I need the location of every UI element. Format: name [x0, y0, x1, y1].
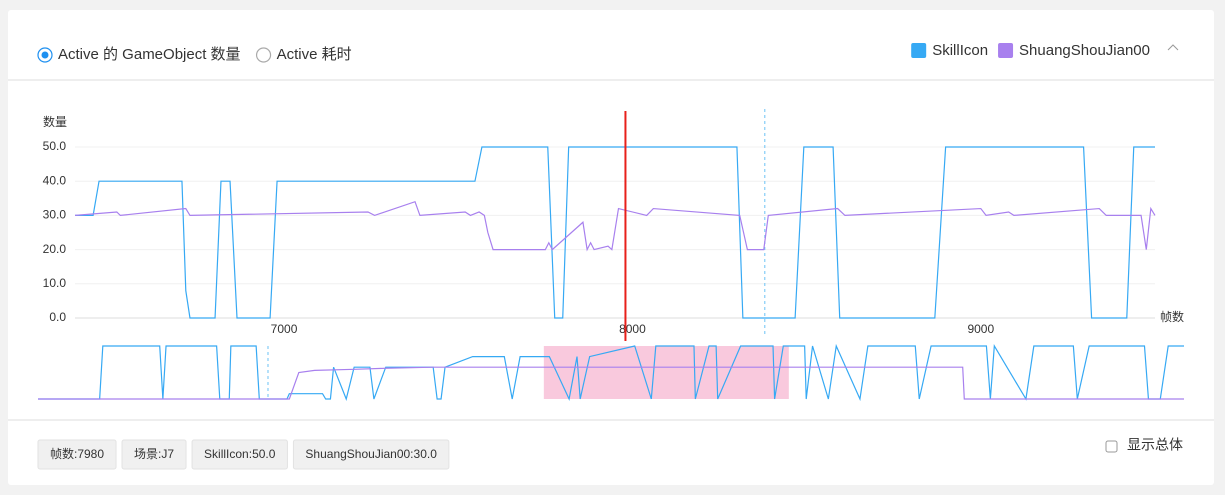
status-chip [37, 439, 117, 470]
legend-swatch [998, 43, 1014, 58]
radio[interactable] [255, 47, 272, 63]
y-tick-label: 10.0 [43, 276, 67, 290]
status-chip-label: SkillIcon:50.0 [204, 447, 276, 461]
legend-label: SkillIcon [932, 42, 988, 59]
y-tick-label: 20.0 [43, 242, 67, 256]
status-chip-label: 场景:J7 [134, 447, 174, 461]
x-axis-label: 帧数 [1160, 309, 1184, 324]
series-line [74, 200, 1156, 252]
card [8, 10, 1214, 485]
legend-swatch [911, 43, 927, 58]
y-tick-label: 40.0 [43, 173, 67, 187]
radio-label[interactable]: Active 的 GameObject 数量 [58, 46, 241, 63]
status-chip-label: 帧数:7980 [50, 446, 104, 461]
y-tick-label: 0.0 [49, 310, 66, 324]
radio-label[interactable]: Active 耗时 [277, 46, 352, 63]
x-tick-label: 8000 [619, 322, 646, 336]
radio-dot [41, 51, 49, 59]
legend-label: ShuangShouJian00 [1019, 42, 1150, 59]
series-line [75, 146, 1155, 319]
status-chip [121, 439, 187, 470]
status-chip [191, 439, 288, 470]
window-highlight [543, 346, 789, 399]
checkbox-label[interactable]: 显示总体 [1127, 437, 1183, 453]
y-tick-label: 50.0 [43, 139, 67, 153]
status-chip-label: ShuangShouJian00:30.0 [305, 447, 437, 461]
series-line [38, 366, 1184, 400]
x-tick-label: 9000 [967, 322, 994, 336]
status-chip [292, 439, 450, 470]
checkbox[interactable] [1105, 440, 1118, 453]
y-tick-label: 30.0 [43, 208, 67, 222]
y-axis-label: 数量 [43, 114, 67, 129]
x-tick-label: 7000 [271, 322, 298, 336]
collapse-icon[interactable] [1167, 44, 1179, 51]
